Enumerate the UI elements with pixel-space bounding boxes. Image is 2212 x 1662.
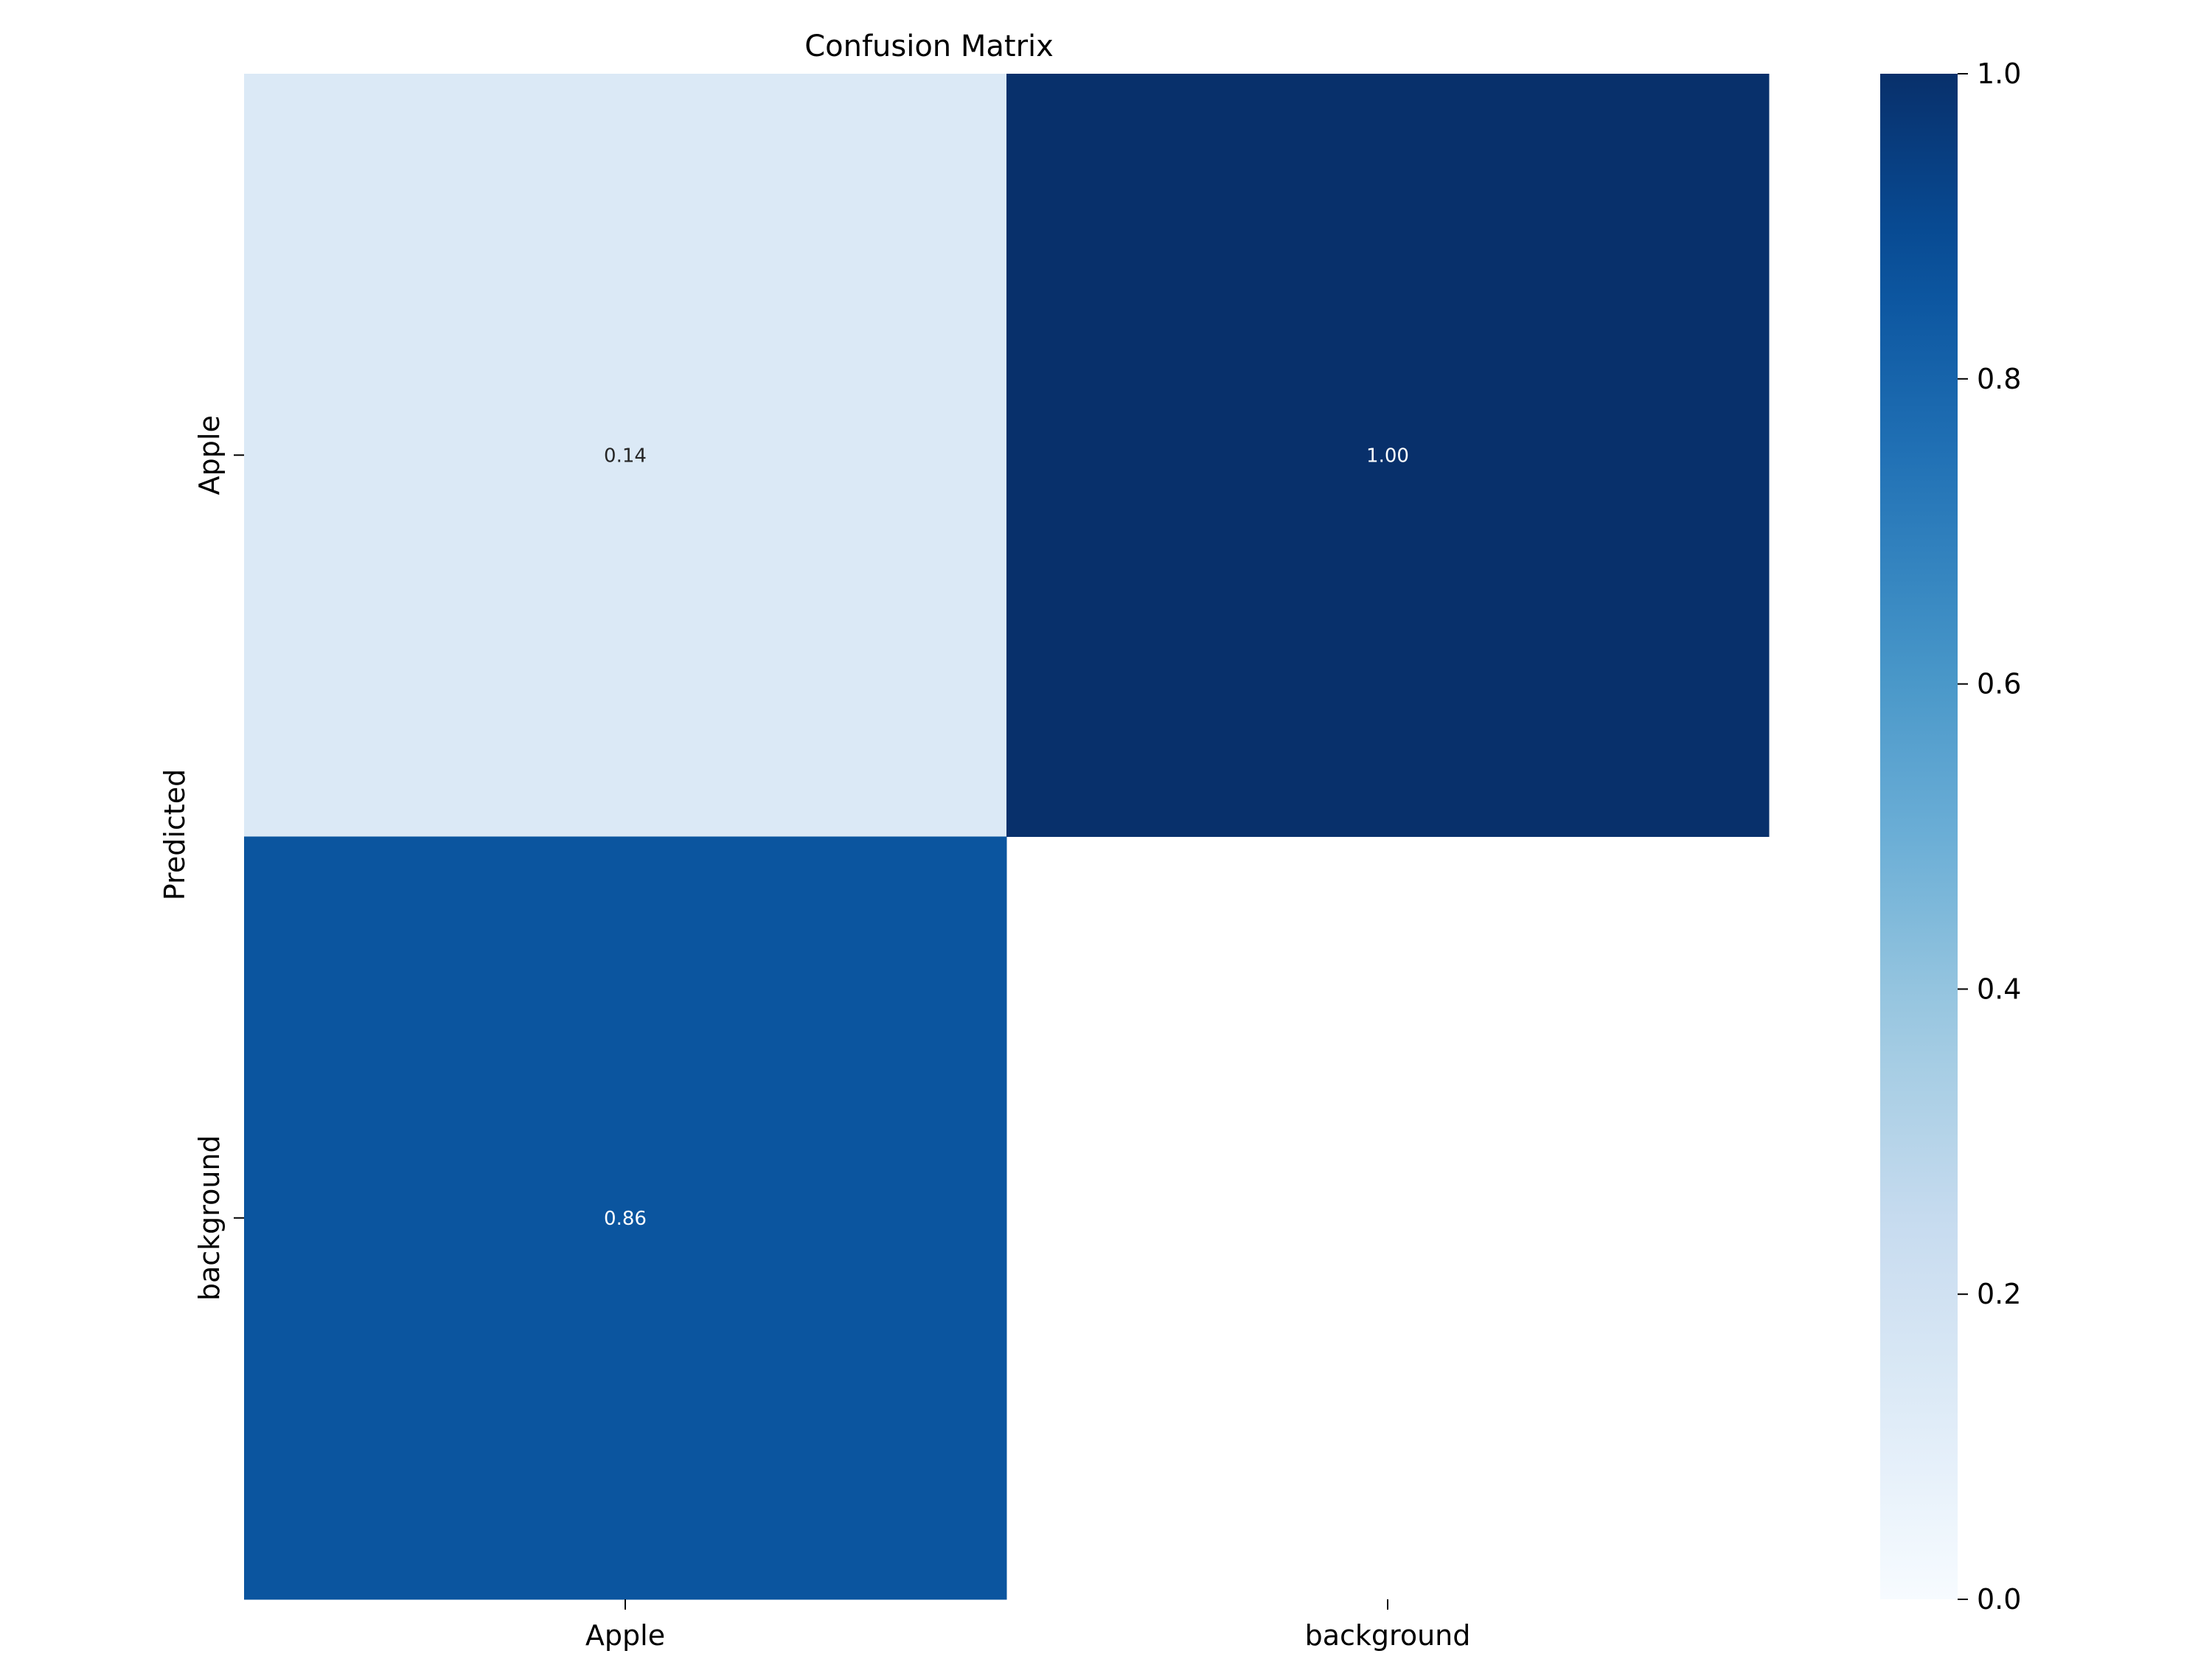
- x-axis: Apple background: [585, 1599, 1470, 1652]
- cell-value-label-0-0: 0.14: [604, 445, 647, 467]
- colorbar-tick-label-0: 0.0: [1977, 1583, 2021, 1616]
- heatmap-annotations: 0.14 1.00 0.86: [604, 445, 1409, 1230]
- y-axis: Apple background: [193, 415, 244, 1301]
- x-tick-label-0: Apple: [585, 1619, 665, 1652]
- colorbar-tick-label-1: 0.2: [1977, 1278, 2021, 1310]
- colorbar-gradient: [1880, 74, 1958, 1599]
- heatmap-cell-0-1: [1006, 74, 1770, 837]
- colorbar-tick-label-5: 1.0: [1977, 58, 2021, 90]
- cell-value-label-0-1: 1.00: [1366, 445, 1409, 467]
- x-tick-label-1: background: [1305, 1619, 1471, 1652]
- y-tick-label-0: Apple: [193, 415, 226, 495]
- cell-value-label-1-0: 0.86: [604, 1208, 647, 1230]
- colorbar-tick-label-2: 0.4: [1977, 973, 2021, 1005]
- heatmap-cell-0-0: [244, 74, 1007, 837]
- colorbar: 0.0 0.2 0.4 0.6 0.8 1.0: [1880, 58, 2021, 1616]
- colorbar-tick-label-4: 0.8: [1977, 363, 2021, 395]
- y-tick-label-1: background: [193, 1135, 226, 1301]
- chart-title: Confusion Matrix: [804, 29, 1054, 63]
- colorbar-tick-label-3: 0.6: [1977, 668, 2021, 700]
- heatmap-cell-1-0: [244, 836, 1007, 1600]
- heatmap-cells: [244, 74, 1770, 1600]
- y-axis-label: Predicted: [159, 769, 191, 900]
